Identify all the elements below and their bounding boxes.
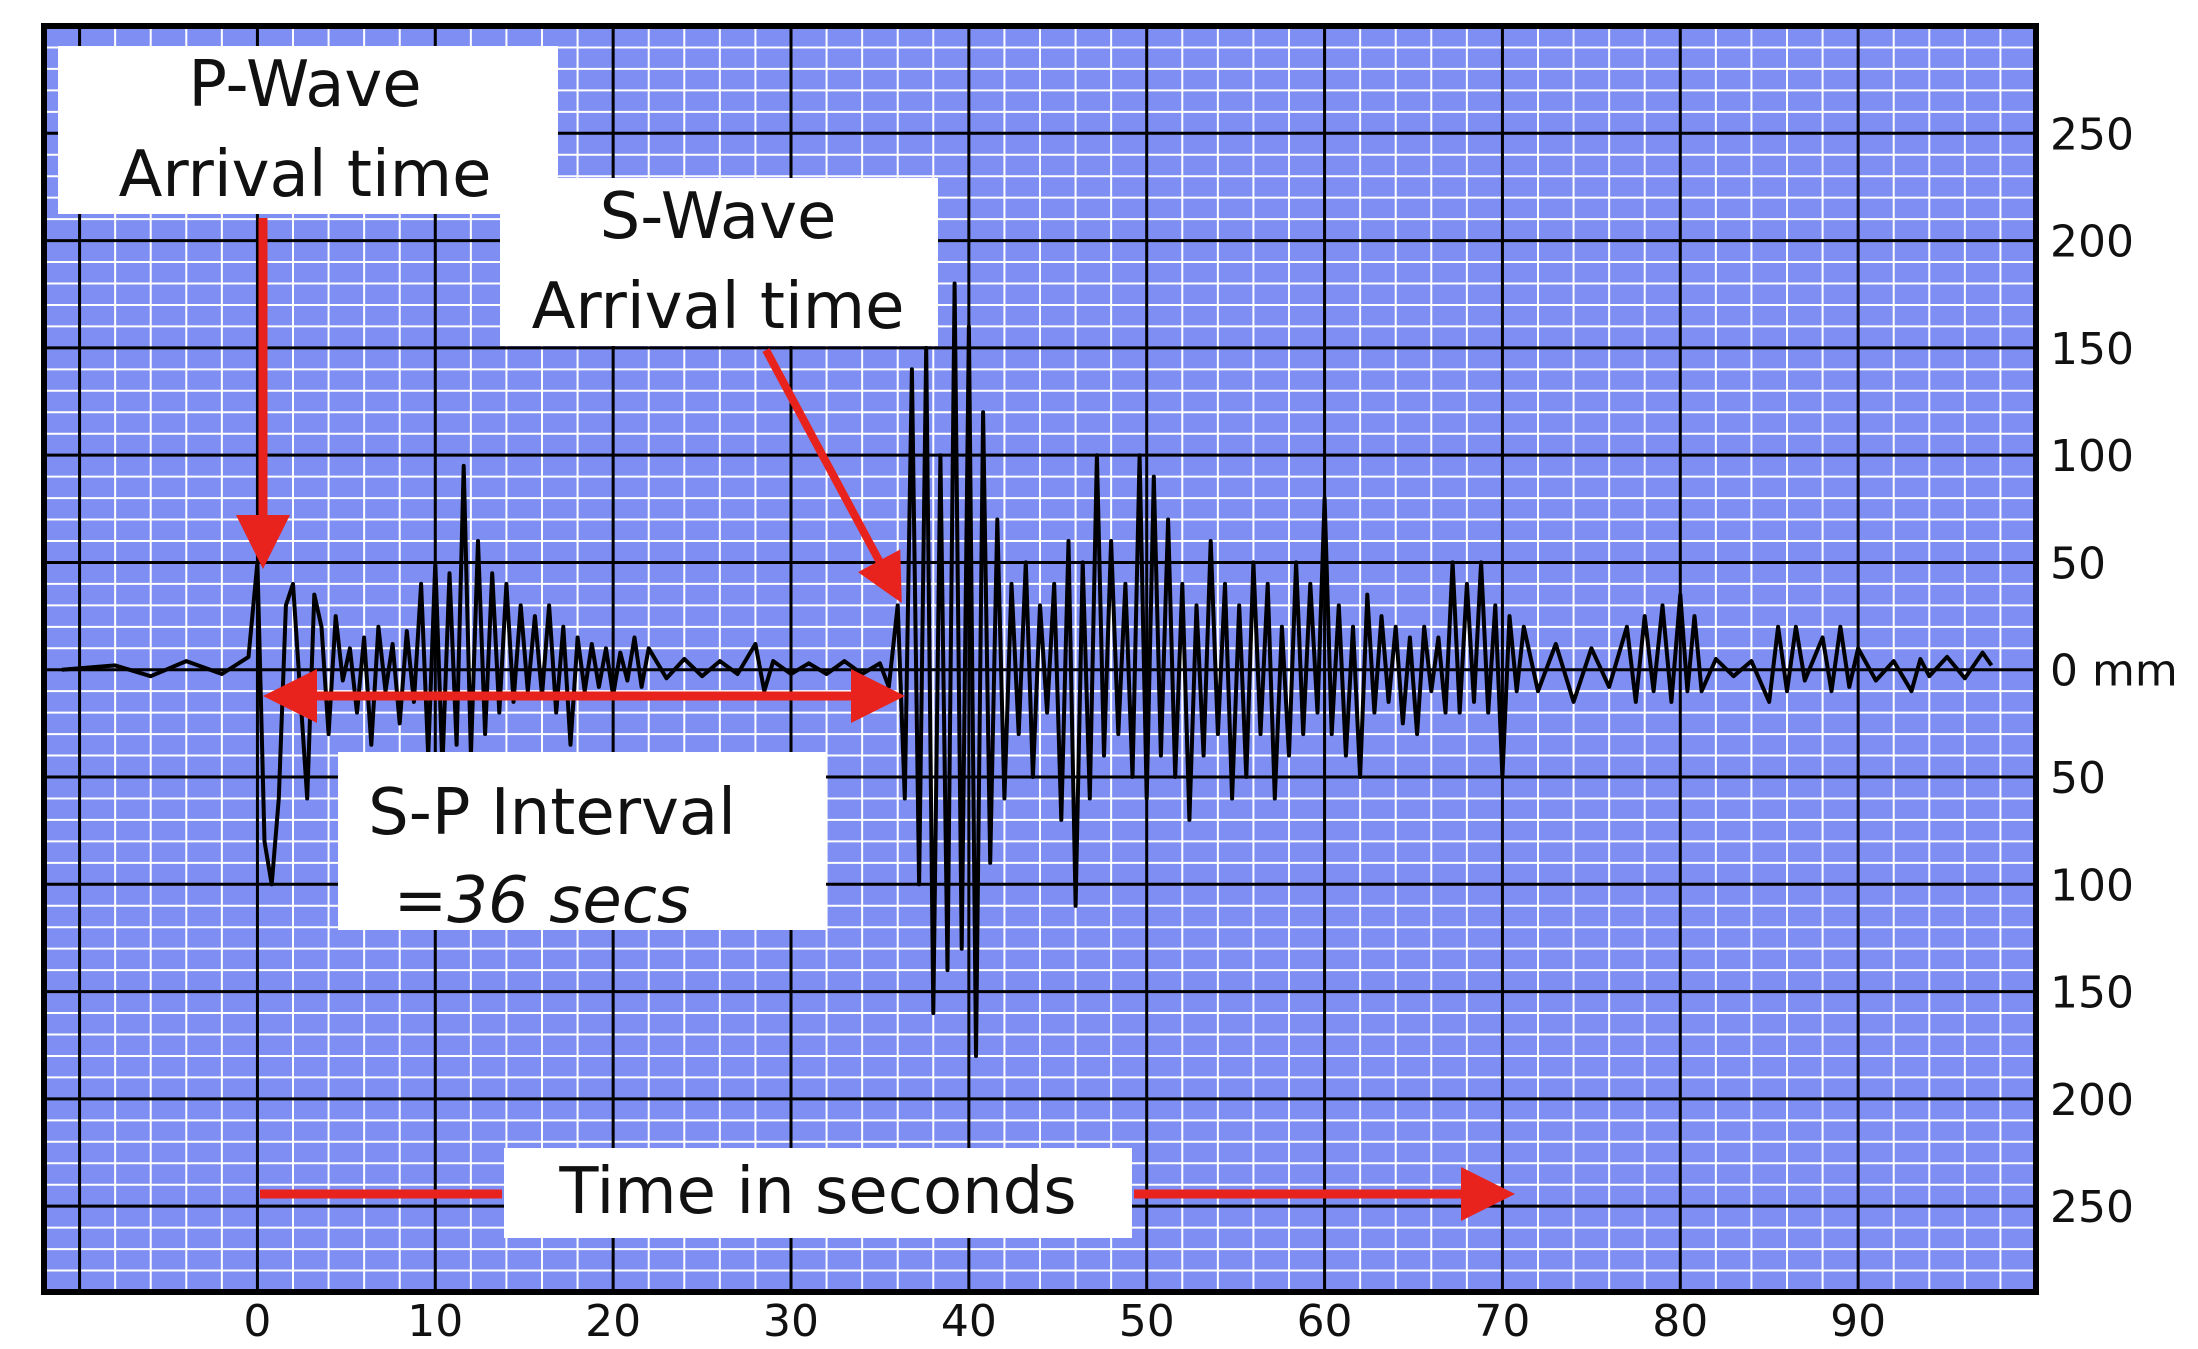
y-tick-label: 100 (2050, 860, 2134, 911)
p-wave-label-line2: Arrival time (119, 138, 492, 212)
interval-label-box (338, 752, 826, 930)
x-axis-tick-labels: 0 10 20 30 40 50 60 70 80 90 (243, 1296, 1886, 1347)
y-tick-label: 250 (2050, 1182, 2134, 1233)
seismogram-trace (61, 281, 1994, 1058)
x-tick-label: 0 (243, 1296, 271, 1347)
plot-frame (41, 23, 2039, 1295)
y-tick-label: 50 (2050, 753, 2106, 804)
x-tick-label: 90 (1830, 1296, 1886, 1347)
s-wave-label-line2: Arrival time (532, 270, 905, 344)
time-axis-label: Time in seconds (558, 1155, 1076, 1229)
interval-label-line2: =36 secs (394, 864, 691, 938)
x-tick-label: 20 (585, 1296, 641, 1347)
y-tick-label: 150 (2050, 324, 2134, 375)
s-wave-arrow (762, 348, 902, 604)
x-tick-label: 50 (1119, 1296, 1175, 1347)
y-tick-label: 150 (2050, 968, 2134, 1019)
x-tick-label: 80 (1652, 1296, 1708, 1347)
y-tick-label: 200 (2050, 217, 2134, 268)
s-wave-label-box (500, 178, 938, 346)
x-tick-label: 60 (1297, 1296, 1353, 1347)
x-tick-label: 40 (941, 1296, 997, 1347)
interval-label-line1: S-P Interval (368, 776, 736, 850)
x-tick-label: 70 (1474, 1296, 1530, 1347)
y-tick-label: 0 mm (2050, 646, 2178, 697)
y-tick-label: 100 (2050, 431, 2134, 482)
s-wave-label-line1: S-Wave (600, 180, 837, 254)
x-tick-label: 30 (763, 1296, 819, 1347)
y-tick-label: 200 (2050, 1075, 2134, 1126)
p-wave-label-box (58, 46, 558, 214)
y-axis-tick-labels: 250 200 150 100 50 0 mm 50 100 150 200 250 (2050, 109, 2178, 1233)
y-tick-label: 250 (2050, 109, 2134, 160)
y-tick-label: 50 (2050, 538, 2106, 589)
x-tick-label: 10 (407, 1296, 463, 1347)
time-axis-label-box (504, 1148, 1132, 1238)
p-wave-label-line1: P-Wave (188, 48, 421, 122)
